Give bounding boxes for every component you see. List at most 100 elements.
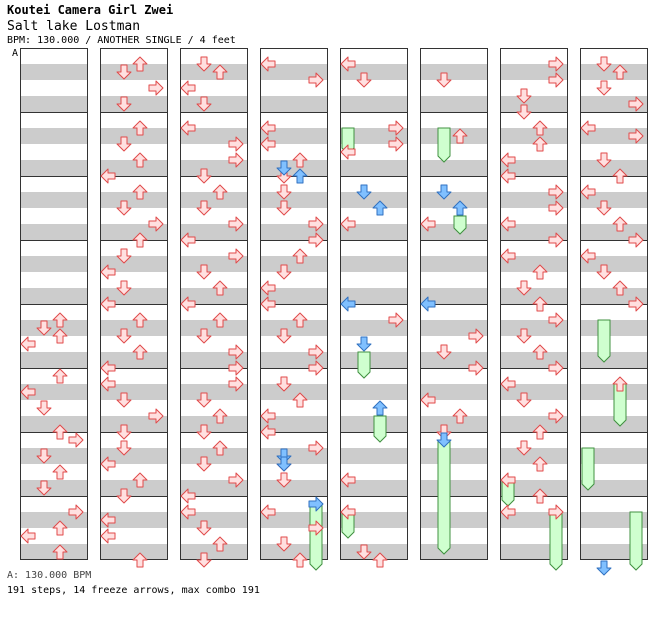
step-arrow: [340, 504, 356, 520]
step-arrow: [52, 368, 68, 384]
step-arrow: [532, 488, 548, 504]
step-arrow: [516, 440, 532, 456]
chart-meta: BPM: 130.000 / ANOTHER SINGLE / 4 feet: [7, 35, 236, 46]
step-arrow: [500, 472, 516, 488]
step-arrow: [180, 296, 196, 312]
beat-stripe: [20, 448, 88, 464]
step-arrow: [132, 232, 148, 248]
shock-arrow: [436, 184, 452, 200]
beat-stripe: [260, 480, 328, 496]
step-arrow: [132, 344, 148, 360]
step-arrow: [100, 512, 116, 528]
step-arrow: [132, 184, 148, 200]
step-arrow: [196, 456, 212, 472]
step-arrow: [548, 200, 564, 216]
step-arrow: [52, 520, 68, 536]
step-arrow: [356, 544, 372, 560]
step-arrow: [20, 384, 36, 400]
step-arrow: [100, 264, 116, 280]
step-arrow: [100, 376, 116, 392]
step-arrow: [532, 120, 548, 136]
step-arrow: [148, 216, 164, 232]
step-arrow: [132, 472, 148, 488]
beat-stripe: [500, 64, 568, 80]
beat-stripe: [500, 256, 568, 272]
beat-stripe: [420, 224, 488, 240]
step-arrow: [180, 80, 196, 96]
beat-stripe: [180, 320, 248, 336]
step-arrow: [180, 120, 196, 136]
shock-arrow: [372, 400, 388, 416]
beat-stripe: [20, 512, 88, 528]
step-arrow: [516, 392, 532, 408]
step-arrow: [452, 128, 468, 144]
step-arrow: [308, 216, 324, 232]
step-arrow: [148, 80, 164, 96]
step-arrow: [228, 376, 244, 392]
step-arrow: [212, 408, 228, 424]
step-arrow: [100, 168, 116, 184]
step-arrow: [516, 328, 532, 344]
song-artist: Koutei Camera Girl Zwei: [7, 3, 174, 17]
beat-stripe: [20, 192, 88, 208]
step-arrow: [612, 168, 628, 184]
step-arrow: [596, 152, 612, 168]
step-arrow: [500, 216, 516, 232]
step-arrow: [116, 64, 132, 80]
step-arrow: [628, 96, 644, 112]
beat-stripe: [180, 96, 248, 112]
step-arrow: [308, 440, 324, 456]
step-arrow: [116, 248, 132, 264]
beat-stripe: [420, 320, 488, 336]
beat-stripe: [500, 288, 568, 304]
step-arrow: [180, 504, 196, 520]
step-arrow: [212, 64, 228, 80]
beat-stripe: [580, 128, 648, 144]
shock-arrow: [372, 200, 388, 216]
beat-stripe: [260, 96, 328, 112]
step-arrow: [228, 152, 244, 168]
step-arrow: [580, 120, 596, 136]
step-arrow: [212, 440, 228, 456]
beat-stripe: [180, 448, 248, 464]
beat-stripe: [500, 416, 568, 432]
beat-stripe: [340, 160, 408, 176]
beat-stripe: [100, 160, 168, 176]
step-arrow: [468, 360, 484, 376]
beat-stripe: [180, 512, 248, 528]
step-arrow: [36, 448, 52, 464]
shock-arrow: [596, 560, 612, 576]
shock-arrow: [276, 456, 292, 472]
step-arrow: [308, 520, 324, 536]
step-arrow: [132, 56, 148, 72]
step-arrow: [116, 488, 132, 504]
step-arrow: [36, 400, 52, 416]
beat-stripe: [100, 512, 168, 528]
step-arrow: [260, 408, 276, 424]
step-arrow: [612, 376, 628, 392]
step-arrow: [116, 328, 132, 344]
step-arrow: [548, 360, 564, 376]
step-arrow: [276, 536, 292, 552]
beat-stripe: [420, 160, 488, 176]
step-arrow: [100, 360, 116, 376]
footer-stats: 191 steps, 14 freeze arrows, max combo 1…: [7, 585, 260, 596]
step-arrow: [548, 56, 564, 72]
freeze-arrow: [437, 439, 451, 555]
beat-stripe: [420, 448, 488, 464]
shock-arrow: [292, 168, 308, 184]
step-arrow: [196, 520, 212, 536]
shock-arrow: [356, 336, 372, 352]
step-arrow: [468, 328, 484, 344]
panel-border: [20, 48, 88, 560]
step-arrow: [196, 168, 212, 184]
step-arrow: [420, 216, 436, 232]
beat-stripe: [340, 544, 408, 560]
beat-stripe: [420, 512, 488, 528]
step-arrow: [500, 152, 516, 168]
step-arrow: [292, 552, 308, 568]
beat-stripe: [100, 288, 168, 304]
step-arrow: [212, 280, 228, 296]
step-arrow: [292, 248, 308, 264]
step-arrow: [52, 464, 68, 480]
